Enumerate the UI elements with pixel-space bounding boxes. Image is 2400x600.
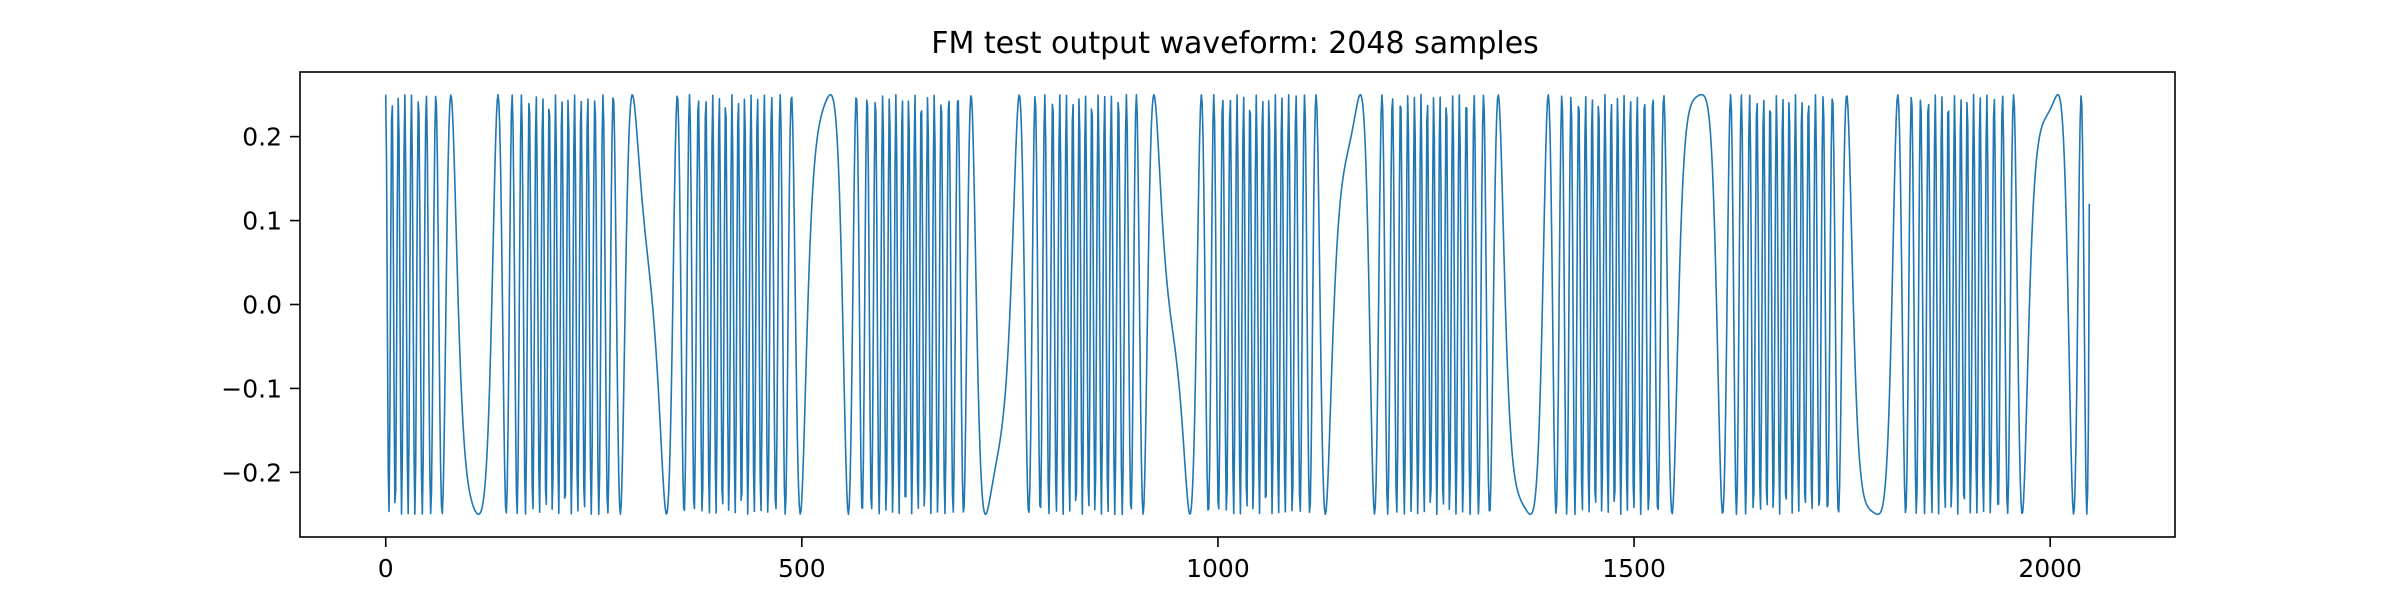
y-tick-label: −0.2 — [221, 458, 282, 487]
y-tick-label: 0.0 — [242, 291, 282, 320]
x-tick-label: 1500 — [1602, 554, 1666, 583]
x-axis: 0 500 1000 1500 2000 — [378, 537, 2082, 583]
plot-area — [299, 71, 2176, 538]
y-tick-label: −0.1 — [221, 374, 282, 403]
x-tick-label: 2000 — [2018, 554, 2082, 583]
y-tick-label: 0.2 — [242, 123, 282, 152]
x-tick-label: 500 — [778, 554, 826, 583]
y-tick-label: 0.1 — [242, 207, 282, 236]
x-tick-label: 1000 — [1186, 554, 1250, 583]
series-line — [384, 93, 2091, 516]
x-tick-label: 0 — [378, 554, 394, 583]
chart-title: FM test output waveform: 2048 samples — [931, 26, 1539, 61]
y-axis: −0.2 −0.1 0.0 0.1 0.2 — [221, 123, 300, 487]
